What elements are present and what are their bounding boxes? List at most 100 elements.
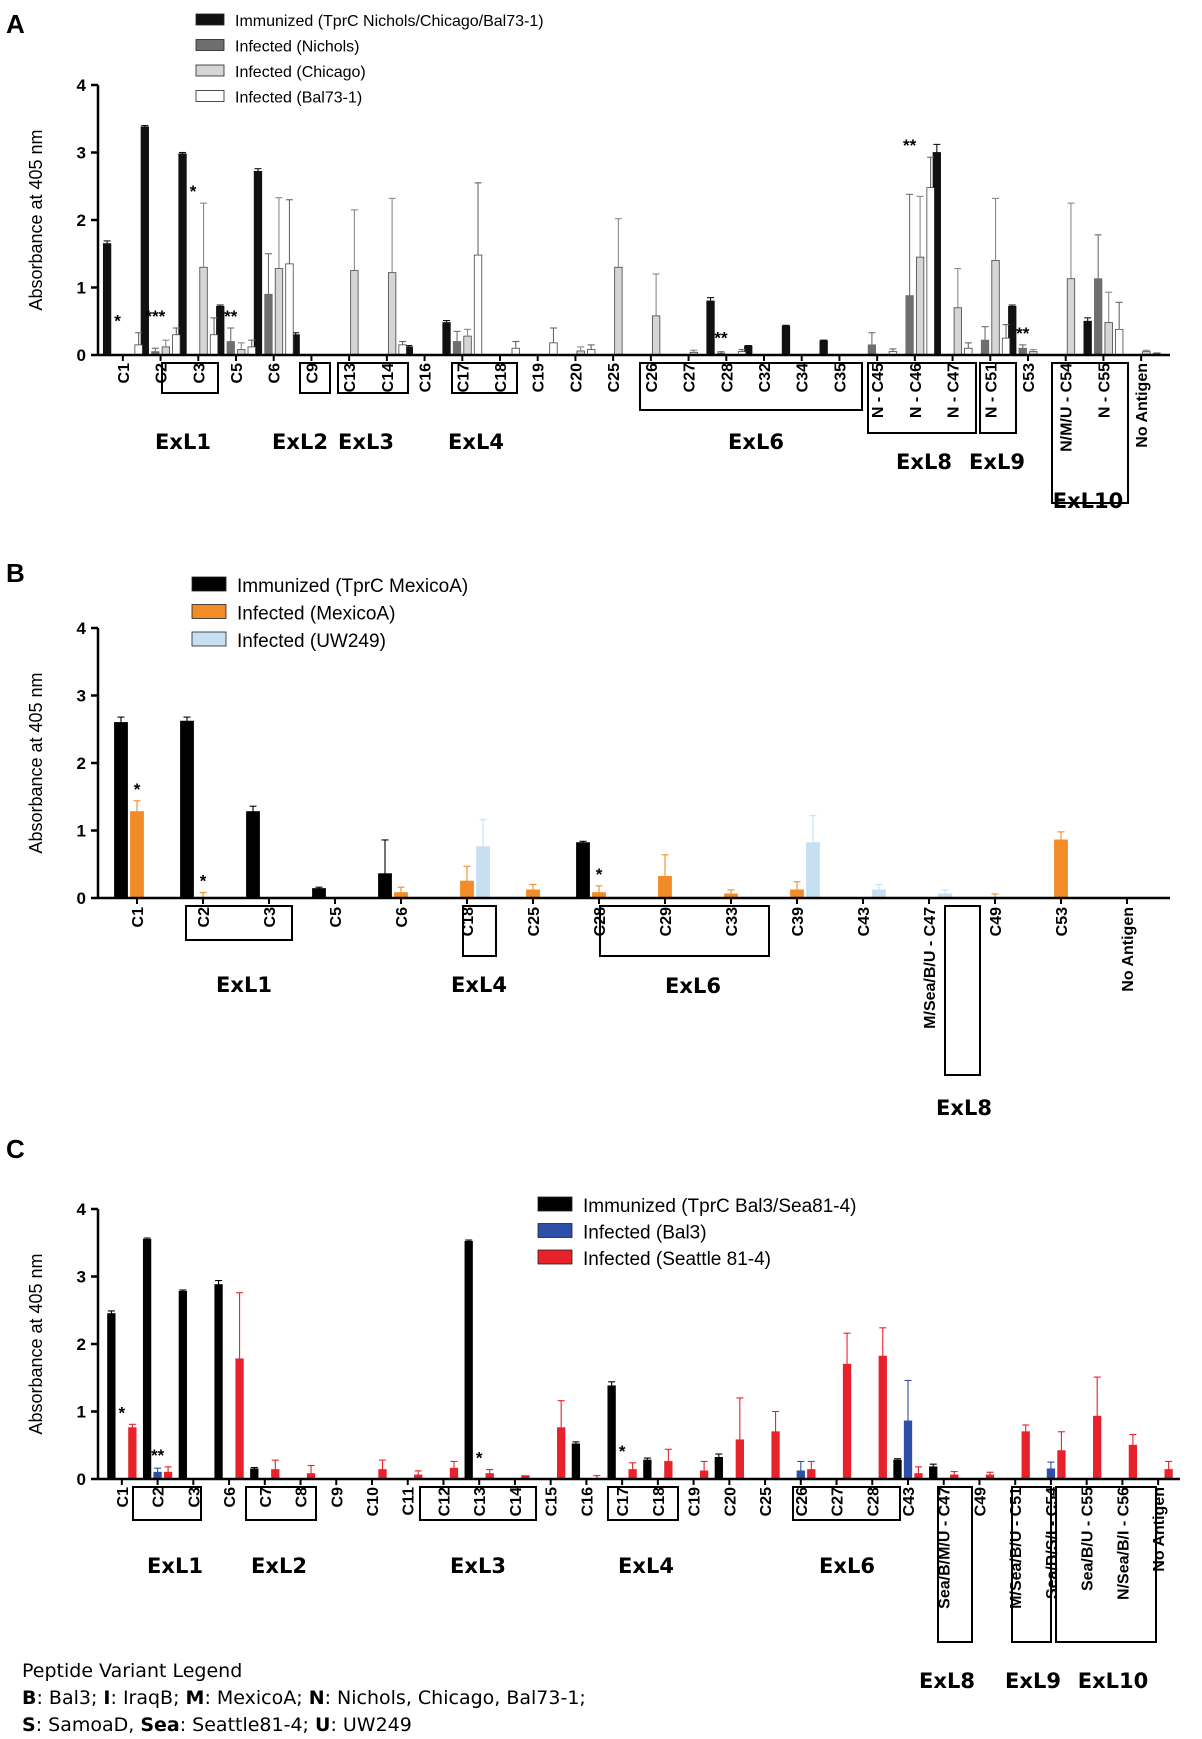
loop-label: ExL3 — [338, 430, 394, 454]
legend-entry: Infected (Seattle 81-4) — [583, 1249, 771, 1270]
x-tick-label: C2 — [196, 907, 213, 928]
loop-group-box — [944, 905, 981, 1076]
loop-label: ExL6 — [665, 974, 721, 998]
bar — [953, 307, 962, 356]
x-tick-label: N - C47 — [946, 363, 963, 418]
loop-group-box — [451, 362, 518, 394]
x-tick-label: C39 — [790, 907, 807, 936]
bar — [867, 344, 877, 356]
bar — [214, 1284, 223, 1480]
loop-label: ExL4 — [618, 1554, 674, 1578]
bar — [576, 842, 590, 899]
x-tick-label: M/Sea/B/U - C51 — [1008, 1487, 1025, 1609]
legend-swatch — [537, 1196, 573, 1212]
significance-mark: * — [596, 865, 603, 884]
legend-entry: Infected (Chicago) — [235, 64, 366, 81]
bar — [114, 722, 128, 899]
bar — [274, 268, 284, 356]
bar — [464, 1241, 473, 1480]
bar — [180, 720, 194, 899]
bar — [926, 187, 935, 356]
legend-entry: Infected (UW249) — [237, 631, 386, 652]
loop-group-box — [1011, 1486, 1052, 1643]
x-tick-label: C27 — [830, 1487, 847, 1516]
x-tick-label: C25 — [758, 1487, 775, 1516]
chart-legend: Immunized (TprC Nichols/Chicago/Bal73-1)… — [195, 13, 544, 107]
legend-entry: Infected (MexicoA) — [237, 604, 395, 625]
bar — [473, 254, 483, 356]
bar — [285, 263, 294, 356]
significance-mark: * — [134, 780, 141, 799]
bar — [651, 315, 661, 356]
loop-label: ExL6 — [728, 430, 784, 454]
x-tick-label: No Antigen — [1151, 1487, 1168, 1572]
legend-entry: Infected (Bal3) — [583, 1223, 707, 1244]
loop-group-box — [599, 905, 770, 957]
bar — [607, 1385, 616, 1480]
bar — [878, 1355, 887, 1480]
loop-group-box — [337, 362, 409, 394]
loop-group-box — [937, 1486, 973, 1643]
loop-label: ExL1 — [216, 973, 272, 997]
x-tick-label: C43 — [901, 1487, 918, 1516]
bar — [178, 1290, 187, 1480]
variant-key-m: M — [185, 1687, 205, 1709]
x-tick-label: C20 — [568, 363, 585, 392]
x-tick-label: C3 — [186, 1487, 203, 1508]
x-tick-label: C26 — [644, 363, 661, 392]
y-tick-label: 2 — [77, 754, 86, 773]
x-tick-label: Sea/B/M/U - C47 — [937, 1487, 954, 1609]
bar — [452, 341, 462, 356]
bar — [264, 293, 273, 356]
bar — [980, 339, 990, 356]
variant-desc-b: : Bal3; — [36, 1687, 104, 1709]
x-tick-label: C27 — [682, 363, 699, 392]
loop-label: ExL10 — [1078, 1669, 1149, 1693]
bar — [664, 1461, 673, 1480]
bar — [172, 334, 181, 356]
bar — [1128, 1444, 1138, 1480]
bar — [134, 344, 143, 356]
bar — [460, 880, 474, 899]
x-tick-label: C9 — [329, 1487, 346, 1508]
significance-mark: ** — [151, 1446, 165, 1465]
chart-legend: Immunized (TprC Bal3/Sea81-4) Infected (B… — [537, 1196, 857, 1270]
variant-legend-line-2: S: SamoaD, Sea: Seattle81-4; U: UW249 — [22, 1712, 586, 1739]
x-tick-label: C10 — [365, 1487, 382, 1516]
bar — [142, 1238, 152, 1480]
variant-legend-title: Peptide Variant Legend — [22, 1660, 243, 1682]
y-tick-label: 0 — [77, 889, 86, 908]
x-tick-label: C19 — [687, 1487, 704, 1516]
x-tick-label: C18 — [460, 907, 477, 936]
bar — [714, 1457, 723, 1480]
x-tick-label: C15 — [544, 1487, 561, 1516]
loop-group-box — [867, 362, 977, 434]
loop-group-box — [1051, 362, 1129, 504]
significance-mark: * — [619, 1442, 626, 1461]
loop-group-box — [979, 362, 1017, 434]
bar — [350, 270, 359, 356]
bar — [312, 888, 326, 899]
variant-key-s: S — [22, 1714, 36, 1736]
legend-swatch — [537, 1223, 573, 1238]
x-tick-label: C11 — [401, 1487, 418, 1516]
x-tick-label: N - C51 — [983, 363, 1000, 418]
significance-mark: * — [190, 182, 197, 201]
bar — [1057, 1450, 1066, 1480]
y-tick-label: 1 — [77, 822, 86, 841]
x-tick-label: C16 — [418, 363, 435, 392]
peptide-variant-legend: Peptide Variant Legend B: Bal3; I: IraqB… — [22, 1658, 586, 1739]
variant-desc-n: : Nichols, Chicago, Bal73-1; — [324, 1687, 586, 1709]
variant-legend-line-1: B: Bal3; I: IraqB; M: MexicoA; N: Nichol… — [22, 1685, 586, 1712]
bar — [128, 1427, 137, 1480]
legend-swatch — [195, 64, 225, 77]
bar — [107, 1313, 116, 1480]
bar — [771, 1431, 780, 1480]
variant-key-i: I — [103, 1687, 111, 1709]
significance-mark: ** — [903, 136, 917, 155]
significance-mark: *** — [145, 307, 165, 326]
bar — [628, 1469, 637, 1480]
legend-entry: Infected (Nichols) — [235, 39, 360, 56]
loop-label: ExL9 — [1005, 1669, 1061, 1693]
